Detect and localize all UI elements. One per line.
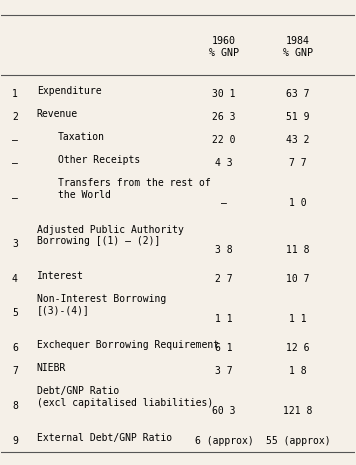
Text: Revenue: Revenue: [37, 109, 78, 119]
Text: 4 3: 4 3: [215, 158, 233, 168]
Text: 8: 8: [12, 401, 18, 411]
Text: –: –: [221, 199, 227, 208]
Text: 5: 5: [12, 308, 18, 319]
Text: Non-Interest Borrowing
[(3)-(4)]: Non-Interest Borrowing [(3)-(4)]: [37, 294, 166, 316]
Text: –: –: [12, 193, 18, 203]
Text: 3 8: 3 8: [215, 245, 233, 255]
Text: 6 1: 6 1: [215, 343, 233, 353]
Text: Expenditure: Expenditure: [37, 86, 101, 96]
Text: 2 7: 2 7: [215, 274, 233, 284]
Text: 6: 6: [12, 343, 18, 353]
Text: 43 2: 43 2: [286, 135, 310, 145]
Text: Transfers from the rest of
the World: Transfers from the rest of the World: [58, 179, 211, 200]
Text: 3 7: 3 7: [215, 366, 233, 376]
Text: 121 8: 121 8: [283, 406, 313, 416]
Text: 1 1: 1 1: [215, 314, 233, 324]
Text: 22 0: 22 0: [212, 135, 236, 145]
Text: 30 1: 30 1: [212, 89, 236, 99]
Text: 1 8: 1 8: [289, 366, 307, 376]
Text: 1 0: 1 0: [289, 199, 307, 208]
Text: 1960
% GNP: 1960 % GNP: [209, 36, 239, 58]
Text: 7 7: 7 7: [289, 158, 307, 168]
Text: Exchequer Borrowing Requirement: Exchequer Borrowing Requirement: [37, 340, 219, 350]
Text: –: –: [12, 135, 18, 145]
Text: 6 (approx): 6 (approx): [194, 436, 253, 445]
Text: Adjusted Public Authority
Borrowing [(1) – (2)]: Adjusted Public Authority Borrowing [(1)…: [37, 225, 184, 246]
Text: 2: 2: [12, 112, 18, 122]
Text: 55 (approx): 55 (approx): [266, 436, 330, 445]
Text: 10 7: 10 7: [286, 274, 310, 284]
Text: 3: 3: [12, 239, 18, 249]
Text: 7: 7: [12, 366, 18, 376]
Text: 1984
% GNP: 1984 % GNP: [283, 36, 313, 58]
Text: 12 6: 12 6: [286, 343, 310, 353]
Text: 63 7: 63 7: [286, 89, 310, 99]
Text: Interest: Interest: [37, 271, 84, 281]
Text: 60 3: 60 3: [212, 406, 236, 416]
Text: 4: 4: [12, 274, 18, 284]
Text: External Debt/GNP Ratio: External Debt/GNP Ratio: [37, 432, 172, 443]
Text: 1: 1: [12, 89, 18, 99]
Text: 26 3: 26 3: [212, 112, 236, 122]
Text: NIEBR: NIEBR: [37, 363, 66, 373]
Text: Taxation: Taxation: [58, 132, 105, 142]
Text: Debt/GNP Ratio
(excl capitalised liabilities): Debt/GNP Ratio (excl capitalised liabili…: [37, 386, 213, 408]
Text: 51 9: 51 9: [286, 112, 310, 122]
Text: Other Receipts: Other Receipts: [58, 155, 140, 166]
Text: 11 8: 11 8: [286, 245, 310, 255]
Text: –: –: [12, 158, 18, 168]
Text: 9: 9: [12, 436, 18, 445]
Text: 1 1: 1 1: [289, 314, 307, 324]
